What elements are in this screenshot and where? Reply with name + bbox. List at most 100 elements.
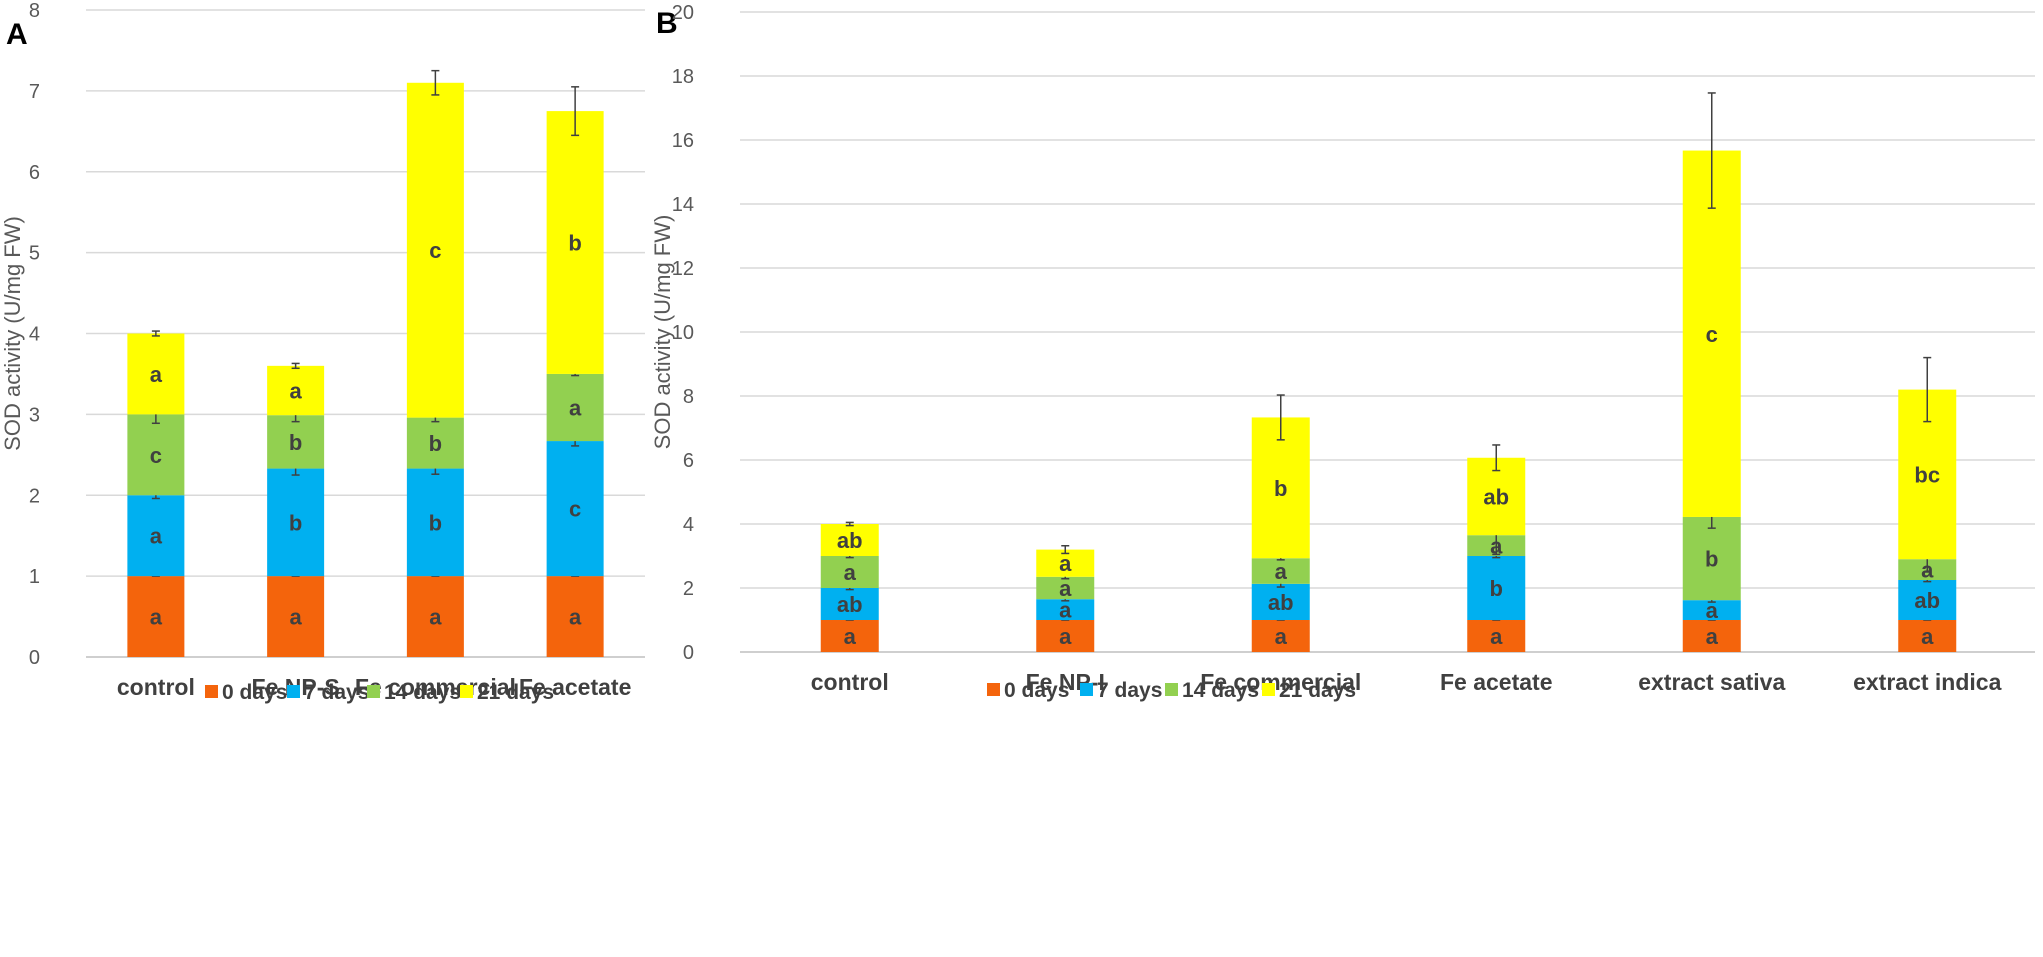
- significance-label: c: [150, 443, 162, 468]
- significance-label: c: [569, 497, 581, 522]
- significance-label: a: [1706, 598, 1719, 623]
- bar-segment: [820, 556, 879, 588]
- legend-swatch: [1165, 683, 1178, 696]
- bar-segment: [406, 468, 464, 577]
- y-tick-label: 3: [29, 404, 40, 426]
- significance-label: a: [429, 605, 442, 630]
- bar-segment: [1682, 150, 1741, 517]
- legend-swatch: [460, 685, 473, 698]
- legend-label: 21 days: [477, 681, 554, 704]
- significance-label: a: [1921, 624, 1934, 649]
- legend-label: 7 days: [304, 681, 369, 704]
- significance-label: b: [1490, 576, 1503, 601]
- bar-segment: [820, 620, 879, 652]
- significance-label: b: [289, 430, 302, 455]
- x-category-label: Fe commercial: [1200, 669, 1361, 695]
- y-tick-label: 16: [672, 130, 694, 152]
- y-tick-label: 8: [683, 386, 694, 408]
- legend-swatch: [1080, 683, 1093, 696]
- bar-segment: [1682, 600, 1741, 620]
- significance-label: ab: [837, 528, 863, 553]
- significance-label: ab: [1483, 484, 1509, 509]
- legend-label: 14 days: [384, 681, 461, 704]
- significance-label: a: [1059, 624, 1072, 649]
- significance-label: b: [289, 510, 302, 535]
- bar-segment: [1251, 583, 1310, 620]
- bar-segment: [1898, 580, 1957, 620]
- y-tick-label: 4: [683, 514, 694, 536]
- y-tick-label: 10: [672, 322, 694, 344]
- y-tick-label: 12: [672, 258, 694, 280]
- bar-segment: [1682, 516, 1741, 601]
- y-tick-label: 20: [672, 2, 694, 24]
- x-category-label: control: [117, 674, 195, 700]
- bar-segment: [820, 524, 879, 556]
- significance-label: a: [290, 605, 303, 630]
- y-tick-label: 14: [672, 194, 694, 216]
- significance-label: a: [150, 605, 163, 630]
- chart-panel-b: B 0 2 4 6 8 10 12 14 16 18 20 SOD activity (U/mg FW)…: [650, 2, 2035, 702]
- significance-label: a: [1275, 624, 1288, 649]
- significance-label: ab: [837, 592, 863, 617]
- panel-letter: B: [656, 7, 678, 40]
- legend-label: 14 days: [1182, 679, 1259, 702]
- y-tick-label: 8: [29, 0, 40, 22]
- legend-label: 0 days: [222, 681, 287, 704]
- x-category-label: extract sativa: [1638, 669, 1785, 695]
- panel-letter: A: [6, 18, 28, 51]
- y-tick-label: 2: [683, 578, 694, 600]
- significance-label: ab: [1268, 590, 1294, 615]
- y-axis-title: SOD activity (U/mg FW): [0, 216, 25, 451]
- significance-label: a: [290, 379, 303, 404]
- y-tick-label: 18: [672, 66, 694, 88]
- significance-label: c: [429, 238, 441, 263]
- x-category-label: control: [811, 669, 889, 695]
- bar-segment: [406, 82, 464, 418]
- y-tick-label: 7: [29, 81, 40, 103]
- bar-segment: [1036, 599, 1095, 620]
- significance-label: a: [1275, 559, 1288, 584]
- x-category-label: Fe acetate: [1440, 669, 1553, 695]
- significance-label: a: [569, 605, 582, 630]
- legend-label: 21 days: [1279, 679, 1356, 702]
- y-tick-label: 1: [29, 566, 40, 588]
- significance-label: a: [844, 624, 857, 649]
- bar-segment: [1682, 620, 1741, 652]
- significance-label: a: [1706, 624, 1719, 649]
- bar-segment: [546, 373, 604, 442]
- significance-label: a: [1059, 551, 1072, 576]
- significance-label: a: [1490, 534, 1503, 559]
- bar-segment: [267, 576, 325, 657]
- y-tick-label: 2: [29, 485, 40, 507]
- y-tick-label: 4: [29, 324, 40, 346]
- bar-segment: [1467, 556, 1526, 620]
- chart-panel-a: A 0 1 2 3 4 5 6 7 8 SOD activity (U/mg FW) a a c a cont…: [0, 0, 645, 704]
- significance-label: a: [1059, 598, 1072, 623]
- bar-segment: [267, 468, 325, 577]
- x-category-label: extract indica: [1853, 669, 2001, 695]
- bar-segment: [1251, 620, 1310, 652]
- bar-segment: [267, 415, 325, 469]
- bar-segment: [267, 365, 325, 416]
- bar-segment: [1036, 620, 1095, 652]
- significance-label: a: [1921, 558, 1934, 583]
- significance-label: ab: [1914, 588, 1940, 613]
- bar-segment: [546, 441, 604, 577]
- y-tick-label: 6: [683, 450, 694, 472]
- bar-segment: [1251, 417, 1310, 559]
- y-tick-label: 0: [29, 647, 40, 669]
- bar-segment: [127, 495, 185, 577]
- bar-segment: [1467, 620, 1526, 652]
- significance-label: b: [1274, 476, 1287, 501]
- x-category-label: Fe acetate: [519, 674, 632, 700]
- significance-label: a: [150, 362, 163, 387]
- significance-label: bc: [1914, 462, 1940, 487]
- significance-label: b: [429, 431, 442, 456]
- legend-swatch: [367, 685, 380, 698]
- y-axis-title: SOD activity (U/mg FW): [650, 215, 675, 450]
- bar-segment: [546, 111, 604, 374]
- significance-label: a: [844, 560, 857, 585]
- legend-label: 7 days: [1097, 679, 1162, 702]
- bar-segment: [127, 333, 185, 415]
